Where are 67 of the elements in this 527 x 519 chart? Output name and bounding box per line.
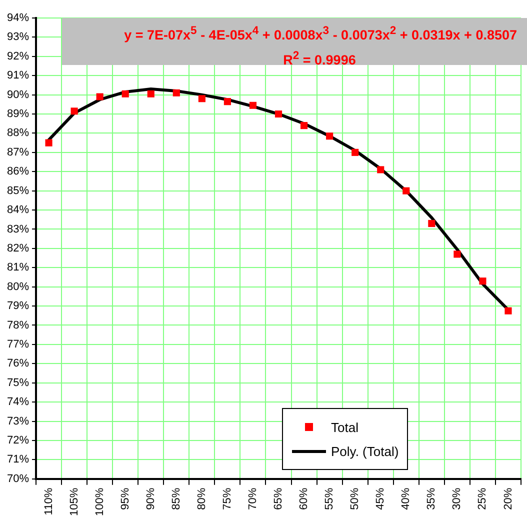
point: [326, 132, 334, 140]
y-tick-label: 84%: [6, 204, 30, 216]
x-tick-label: 55%: [324, 488, 336, 510]
point: [377, 166, 384, 174]
x-tick-label: 70%: [247, 488, 260, 510]
point: [172, 89, 180, 96]
y-tick-label: 83%: [6, 223, 30, 236]
y-tick-label: 74%: [6, 396, 30, 408]
y-tick-label: 72%: [6, 434, 30, 446]
x-tick-label: 30%: [451, 488, 464, 510]
y-tick-label: 94%: [6, 12, 30, 24]
y-tick-label: 81%: [6, 262, 30, 274]
y-tick-label: 76%: [6, 358, 30, 370]
legend-label: Poly. (Total): [331, 444, 399, 458]
point: [402, 187, 410, 194]
y-tick-label: 75%: [6, 376, 30, 389]
point: [249, 102, 257, 109]
x-tick-label: 110%: [42, 488, 55, 516]
point: [147, 90, 154, 98]
y-tick-label: 77%: [6, 338, 30, 350]
y-tick-label: 93%: [6, 31, 30, 44]
point: [122, 90, 129, 98]
y-tick-label: 78%: [6, 319, 30, 332]
x-tick-label: 25%: [476, 488, 489, 510]
point: [96, 93, 104, 100]
point: [274, 110, 282, 118]
x-tick-label: 60%: [298, 488, 310, 510]
x-tick-label: 90%: [144, 488, 157, 510]
y-tick-label: 92%: [6, 50, 30, 62]
y-tick-label: 87%: [6, 146, 30, 158]
x-tick-label: 65%: [272, 488, 285, 510]
point: [300, 122, 308, 130]
point: [479, 278, 486, 285]
y-tick-label: 91%: [6, 70, 30, 82]
point: [454, 250, 461, 258]
point: [428, 220, 436, 228]
x-tick-label: 45%: [374, 488, 387, 510]
point: [352, 148, 359, 156]
x-tick-label: 75%: [221, 488, 234, 510]
y-tick-label: 82%: [6, 242, 30, 254]
y-tick-label: 71%: [6, 454, 30, 466]
text: y = 7E-07x$^{5}$ - 4E-05x$^{4}$ + 0.0008x$^{3}$ - 0.0073x$^{2}$ + 0.0319x + 0.8507: [124, 25, 517, 42]
point: [45, 139, 52, 146]
legend-label: Total: [331, 420, 358, 434]
x-tick-label: 50%: [349, 488, 362, 510]
y-tick-label: 86%: [6, 166, 30, 178]
point: [224, 98, 231, 106]
y-tick-label: 79%: [6, 300, 30, 312]
x-tick-label: 40%: [400, 488, 412, 510]
annotation: R$^{2}$ = 0.9996: [282, 48, 357, 69]
point: [504, 307, 512, 314]
y-tick-label: 88%: [6, 127, 30, 140]
y-tick-label: 80%: [6, 280, 30, 293]
y-tick-label: 90%: [6, 88, 30, 101]
x-tick-label: 80%: [196, 488, 208, 510]
x-tick-label: 85%: [170, 488, 182, 510]
y-tick-label: 85%: [6, 184, 30, 197]
x-tick-label: 100%: [94, 488, 106, 516]
y-tick-label: 89%: [6, 108, 30, 120]
point: [198, 95, 206, 102]
x-tick-label: 95%: [119, 488, 132, 510]
point: [70, 108, 78, 115]
x-tick-label: 35%: [426, 488, 438, 510]
y-tick-label: 73%: [6, 415, 30, 428]
x-tick-label: 20%: [502, 488, 514, 510]
y-tick-label: 70%: [6, 472, 30, 485]
x-tick-label: 105%: [68, 488, 80, 516]
